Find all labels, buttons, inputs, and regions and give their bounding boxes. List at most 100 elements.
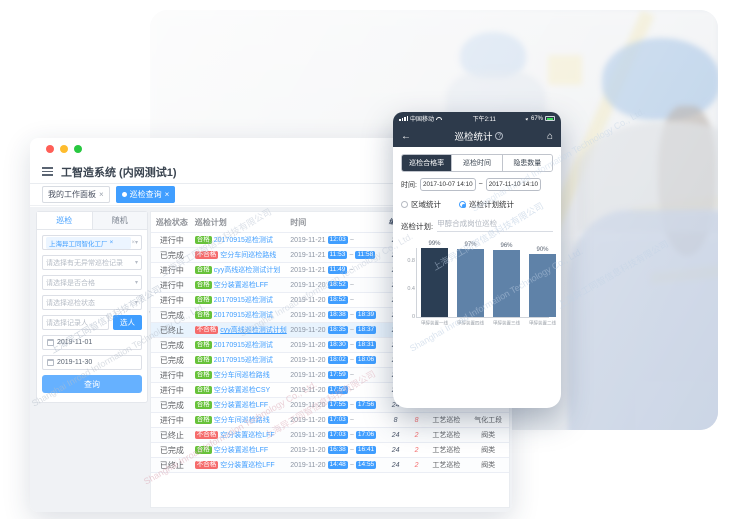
cell-time: 2019-11-20 14:48 ~14:55 <box>290 460 383 470</box>
minimize-window-button[interactable] <box>60 145 68 153</box>
cell-time: 2019-11-20 18:02 ~18:06 <box>290 355 383 365</box>
time-start-chip[interactable]: 18:35 <box>327 325 348 335</box>
plan-link[interactable]: 20170915巡检测试 <box>213 357 273 364</box>
bar-value-label: 99% <box>428 240 441 247</box>
time-start-chip[interactable]: 17:59 <box>327 370 348 380</box>
time-start-chip[interactable]: 14:48 <box>327 460 348 470</box>
plan-link[interactable]: cyy高线巡检测试计划 <box>220 327 287 334</box>
plan-link[interactable]: 空分装置巡检LFF <box>213 282 269 289</box>
plan-select-field[interactable]: 甲醇合成岗位巡检 <box>437 218 553 232</box>
plan-link[interactable]: cyy高线巡检测试计划 <box>213 267 281 274</box>
time-end-chip[interactable]: 18:06 <box>355 355 377 365</box>
clear-icon[interactable]: × <box>131 239 135 246</box>
plan-link[interactable]: 空分装置巡检CSY <box>213 387 271 394</box>
time-end-chip[interactable]: 16:41 <box>355 445 377 455</box>
time-start-chip[interactable]: 11:49 <box>327 265 348 275</box>
filter-select[interactable]: 请选择巡检状态 ▾ <box>42 295 142 310</box>
bar <box>421 247 448 317</box>
time-start-chip[interactable]: 12:03 <box>327 235 348 245</box>
time-end-chip[interactable]: 18:39 <box>355 310 377 320</box>
time-end-chip[interactable]: 17:06 <box>355 430 377 440</box>
result-badge: 合格 <box>194 265 212 275</box>
plan-link[interactable]: 空分装置巡检LFF <box>213 447 269 454</box>
segment-button[interactable]: 隐患数量 <box>501 155 552 171</box>
tab-my-workpanel[interactable]: 我的工作面板 × <box>42 186 110 203</box>
maximize-window-button[interactable] <box>74 145 82 153</box>
recorder-input[interactable]: 请选择记录人 <box>42 315 109 330</box>
cell-plan: 不合格 空分车间巡检路线 <box>193 250 290 260</box>
tilde: ~ <box>349 386 354 394</box>
radio-label: 区域统计 <box>411 200 441 209</box>
time-start-chip[interactable]: 16:38 <box>327 445 348 455</box>
time-start-chip[interactable]: 11:53 <box>327 250 348 260</box>
time-end-chip[interactable]: 11:58 <box>355 250 376 260</box>
time-start-chip[interactable]: 17:59 <box>327 385 348 395</box>
plan-link[interactable]: 空分装置巡检LFF <box>220 432 275 439</box>
radio-option[interactable]: 区域统计 <box>401 199 441 210</box>
filter-body: 上海异工同智化工厂 × × ▾ 请选择有无异常巡检记录 ▾ 请选择是否合格 ▾ 请选择巡检… <box>37 230 147 398</box>
close-window-button[interactable] <box>46 145 54 153</box>
home-icon[interactable]: ⌂ <box>546 130 553 142</box>
time-start-chip[interactable]: 18:38 <box>327 310 348 320</box>
time-date: 2019-11-20 <box>290 461 326 469</box>
plan-link[interactable]: 20170915巡检测试 <box>213 297 273 304</box>
result-badge: 合格 <box>194 370 212 380</box>
bar <box>493 249 520 317</box>
factory-multiselect[interactable]: 上海异工同智化工厂 × × ▾ <box>42 235 142 250</box>
plan-link[interactable]: 20170915巡检测试 <box>213 237 273 244</box>
filter-select[interactable]: 请选择有无异常巡检记录 ▾ <box>42 255 142 270</box>
time-date: 2019-11-20 <box>290 446 326 454</box>
time-start-chip[interactable]: 18:02 <box>327 355 348 365</box>
time-end-chip[interactable]: 17:56 <box>355 400 377 410</box>
help-icon[interactable]: ? <box>495 132 504 140</box>
segment-active[interactable]: 巡检合格率 <box>402 155 452 171</box>
time-start-chip[interactable]: 17:03 <box>327 415 348 425</box>
tab-inspection-query[interactable]: 巡检查询 × <box>115 186 176 203</box>
hamburger-menu-icon[interactable] <box>42 167 53 176</box>
query-button[interactable]: 查询 <box>42 375 142 393</box>
result-badge: 合格 <box>194 400 212 410</box>
plan-link[interactable]: 20170915巡检测试 <box>213 342 273 349</box>
filter-select[interactable]: 请选择是否合格 ▾ <box>42 275 142 290</box>
time-start-chip[interactable]: 18:52 <box>327 295 348 305</box>
time-from-picker[interactable]: 2017-10-07 14:10 <box>419 178 476 191</box>
table-row[interactable]: 已终止 不合格 空分装置巡检LFF 2019-11-20 17:03 ~17:06 24 2 工… <box>151 428 509 443</box>
filter-selects: 请选择有无异常巡检记录 ▾ 请选择是否合格 ▾ 请选择巡检状态 ▾ <box>42 255 142 310</box>
close-icon[interactable]: × <box>164 190 170 199</box>
time-to-picker[interactable]: 2017-11-10 14:10 <box>485 178 542 191</box>
time-end-chip[interactable]: 18:31 <box>355 340 377 350</box>
pick-person-button[interactable]: 选人 <box>113 315 142 330</box>
plan-link[interactable]: 空分车间巡检路线 <box>213 417 270 424</box>
remove-tag-icon[interactable]: × <box>109 239 114 246</box>
close-icon[interactable]: × <box>99 190 104 199</box>
time-start-chip[interactable]: 18:52 <box>327 280 348 290</box>
time-start-chip[interactable]: 17:03 <box>327 430 348 440</box>
cell-abnormal-count: 8 <box>414 416 419 424</box>
cell-time: 2019-11-20 18:52 ~ <box>290 295 383 305</box>
segment-button[interactable]: 巡检时间 <box>451 155 502 171</box>
time-end-chip[interactable]: 18:37 <box>355 325 377 335</box>
plan-link[interactable]: 空分车间巡检路线 <box>220 252 277 259</box>
time-start-chip[interactable]: 17:55 <box>327 400 348 410</box>
plan-link[interactable]: 20170915巡检测试 <box>213 312 273 319</box>
radio-option[interactable]: 巡检计划统计 <box>459 199 514 210</box>
cell-status: 已完成 <box>159 340 184 350</box>
cell-status: 已完成 <box>159 445 184 455</box>
start-date-picker[interactable]: 2019-11-01 <box>42 335 142 350</box>
cell-plan: 合格 空分装置巡检LFF <box>193 445 290 455</box>
table-row[interactable]: 进行中 合格 空分车间巡检路线 2019-11-20 17:03 ~8 8 工艺巡检 气化工段 <box>151 413 509 428</box>
time-end-chip[interactable]: 14:55 <box>355 460 377 470</box>
cell-type: 工艺巡检 <box>432 462 461 469</box>
plan-link[interactable]: 空分装置巡检LFF <box>220 462 275 469</box>
result-badge: 合格 <box>194 310 212 320</box>
bar-value-label: 90% <box>536 247 549 253</box>
tab-inspection[interactable]: 巡检 <box>37 212 93 229</box>
tab-random[interactable]: 随机 <box>111 216 128 225</box>
plan-link[interactable]: 空分车间巡检路线 <box>213 372 270 379</box>
table-row[interactable]: 已完成 合格 空分装置巡检LFF 2019-11-20 16:38 ~16:41 24 2 工艺… <box>151 443 509 458</box>
time-start-chip[interactable]: 18:30 <box>327 340 348 350</box>
table-row[interactable]: 已终止 不合格 空分装置巡检LFF 2019-11-20 14:48 ~14:55 24 2 工… <box>151 458 509 473</box>
plan-link[interactable]: 空分装置巡检LFF <box>213 402 269 409</box>
end-date-picker[interactable]: 2019-11-30 <box>42 355 142 370</box>
back-icon[interactable]: ← <box>401 130 411 142</box>
